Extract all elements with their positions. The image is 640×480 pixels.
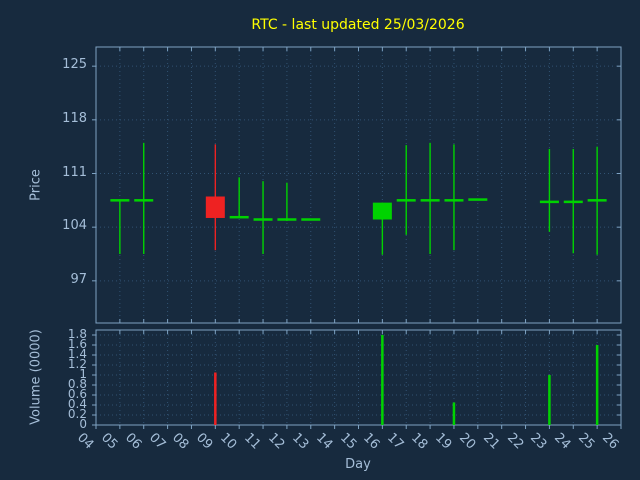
volume-tick-label: 1.2 (67, 357, 87, 371)
candle-open-close-dash (229, 215, 249, 219)
candle-open-close-dash (134, 199, 154, 202)
volume-tick-label: 0 (79, 417, 87, 431)
price-tick-label: 125 (62, 57, 87, 73)
candle-body (205, 196, 225, 218)
price-tick-label: 111 (62, 164, 87, 180)
volume-tick-label: 1.8 (67, 327, 87, 341)
day-axis-label: Day (345, 457, 371, 472)
volume-bar (452, 402, 456, 425)
candle-open-close-dash (420, 199, 440, 202)
volume-plot-frame (95, 329, 622, 426)
volume-bar (595, 345, 599, 425)
volume-tick-label: 0.2 (67, 407, 87, 421)
candle-open-close-dash (587, 199, 607, 202)
candle-open-close-dash (301, 218, 321, 221)
volume-tick-label: 1 (79, 367, 87, 381)
candle-open-close-dash (468, 198, 488, 201)
candle-open-close-dash (563, 200, 583, 204)
price-tick-label: 104 (62, 218, 87, 234)
candle-open-close-dash (253, 218, 273, 221)
volume-bar (381, 335, 384, 425)
volume-bar (214, 372, 217, 425)
volume-tick-label: 0.4 (67, 397, 87, 411)
candle-open-close-dash (277, 218, 297, 221)
chart-title: RTC - last updated 25/03/2026 (251, 17, 465, 33)
volume-tick-label: 1.6 (67, 337, 87, 351)
candle-open-close-dash (539, 200, 559, 204)
price-tick-label: 118 (62, 110, 87, 126)
volume-bar (548, 375, 551, 425)
volume-tick-label: 0.8 (67, 377, 87, 391)
volume-tick-label: 1.4 (67, 347, 87, 361)
candle-open-close-dash (396, 199, 416, 202)
volume-tick-label: 0.6 (67, 387, 87, 401)
candle-open-close-dash (110, 199, 130, 202)
price-plot-frame (95, 46, 622, 324)
candle-open-close-dash (444, 199, 464, 202)
price-tick-label: 97 (70, 271, 87, 287)
candle-body (372, 202, 392, 220)
